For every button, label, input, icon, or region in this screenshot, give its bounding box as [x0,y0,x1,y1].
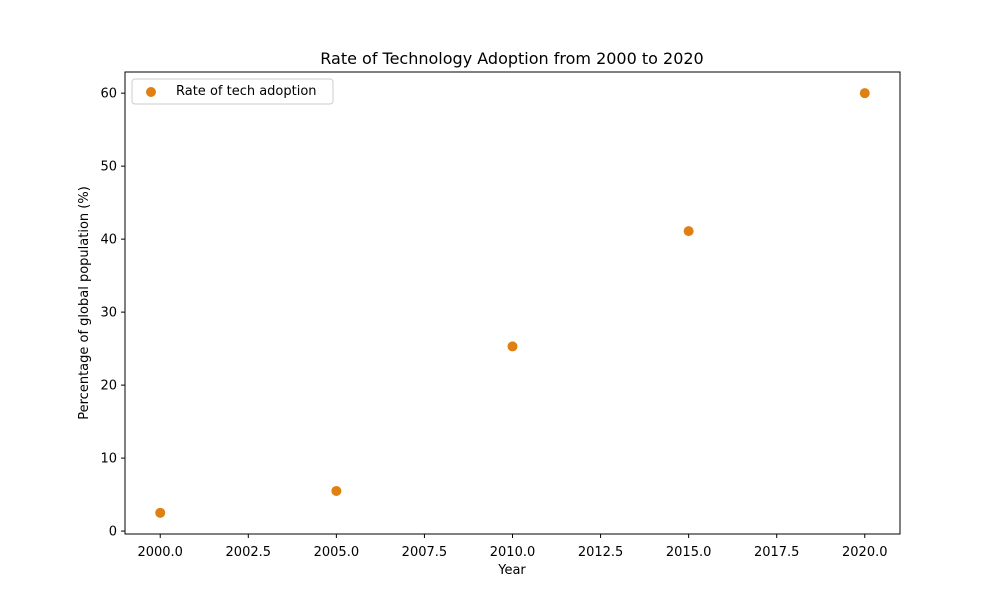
legend-marker [146,87,156,97]
x-tick-label: 2015.0 [666,545,712,560]
x-tick-label: 2010.0 [490,545,536,560]
x-axis: 2000.0 2002.5 2005.0 2007.5 2010.0 2012.5 2015… [137,534,888,560]
y-tick-label: 60 [100,87,117,102]
legend: Rate of tech adoption [131,78,334,105]
y-tick-label: 40 [100,233,117,248]
data-point [155,507,166,518]
y-tick-label: 10 [100,452,117,467]
x-tick-label: 2005.0 [314,545,360,560]
y-axis-label: Percentage of global population (%) [77,186,92,420]
y-tick-label: 50 [100,160,117,175]
legend-box [131,78,334,105]
x-tick-label: 2000.0 [137,545,183,560]
x-tick-label: 2020.0 [842,545,888,560]
x-tick-label: 2012.5 [578,545,624,560]
data-point [859,88,870,99]
data-points [155,88,870,518]
plot-area-frame [124,71,901,535]
data-point [507,341,518,352]
y-tick-label: 0 [109,525,117,540]
y-tick-label: 20 [100,379,117,394]
x-tick-label: 2002.5 [226,545,272,560]
y-axis: 0 10 20 30 40 50 60 [100,87,125,540]
x-axis-label: Year [497,563,526,578]
chart-title: Rate of Technology Adoption from 2000 to… [320,49,703,68]
x-tick-label: 2017.5 [754,545,800,560]
data-point [683,226,694,237]
x-tick-label: 2007.5 [402,545,448,560]
legend-label: Rate of tech adoption [176,84,317,99]
data-point [331,485,342,496]
y-tick-label: 30 [100,306,117,321]
